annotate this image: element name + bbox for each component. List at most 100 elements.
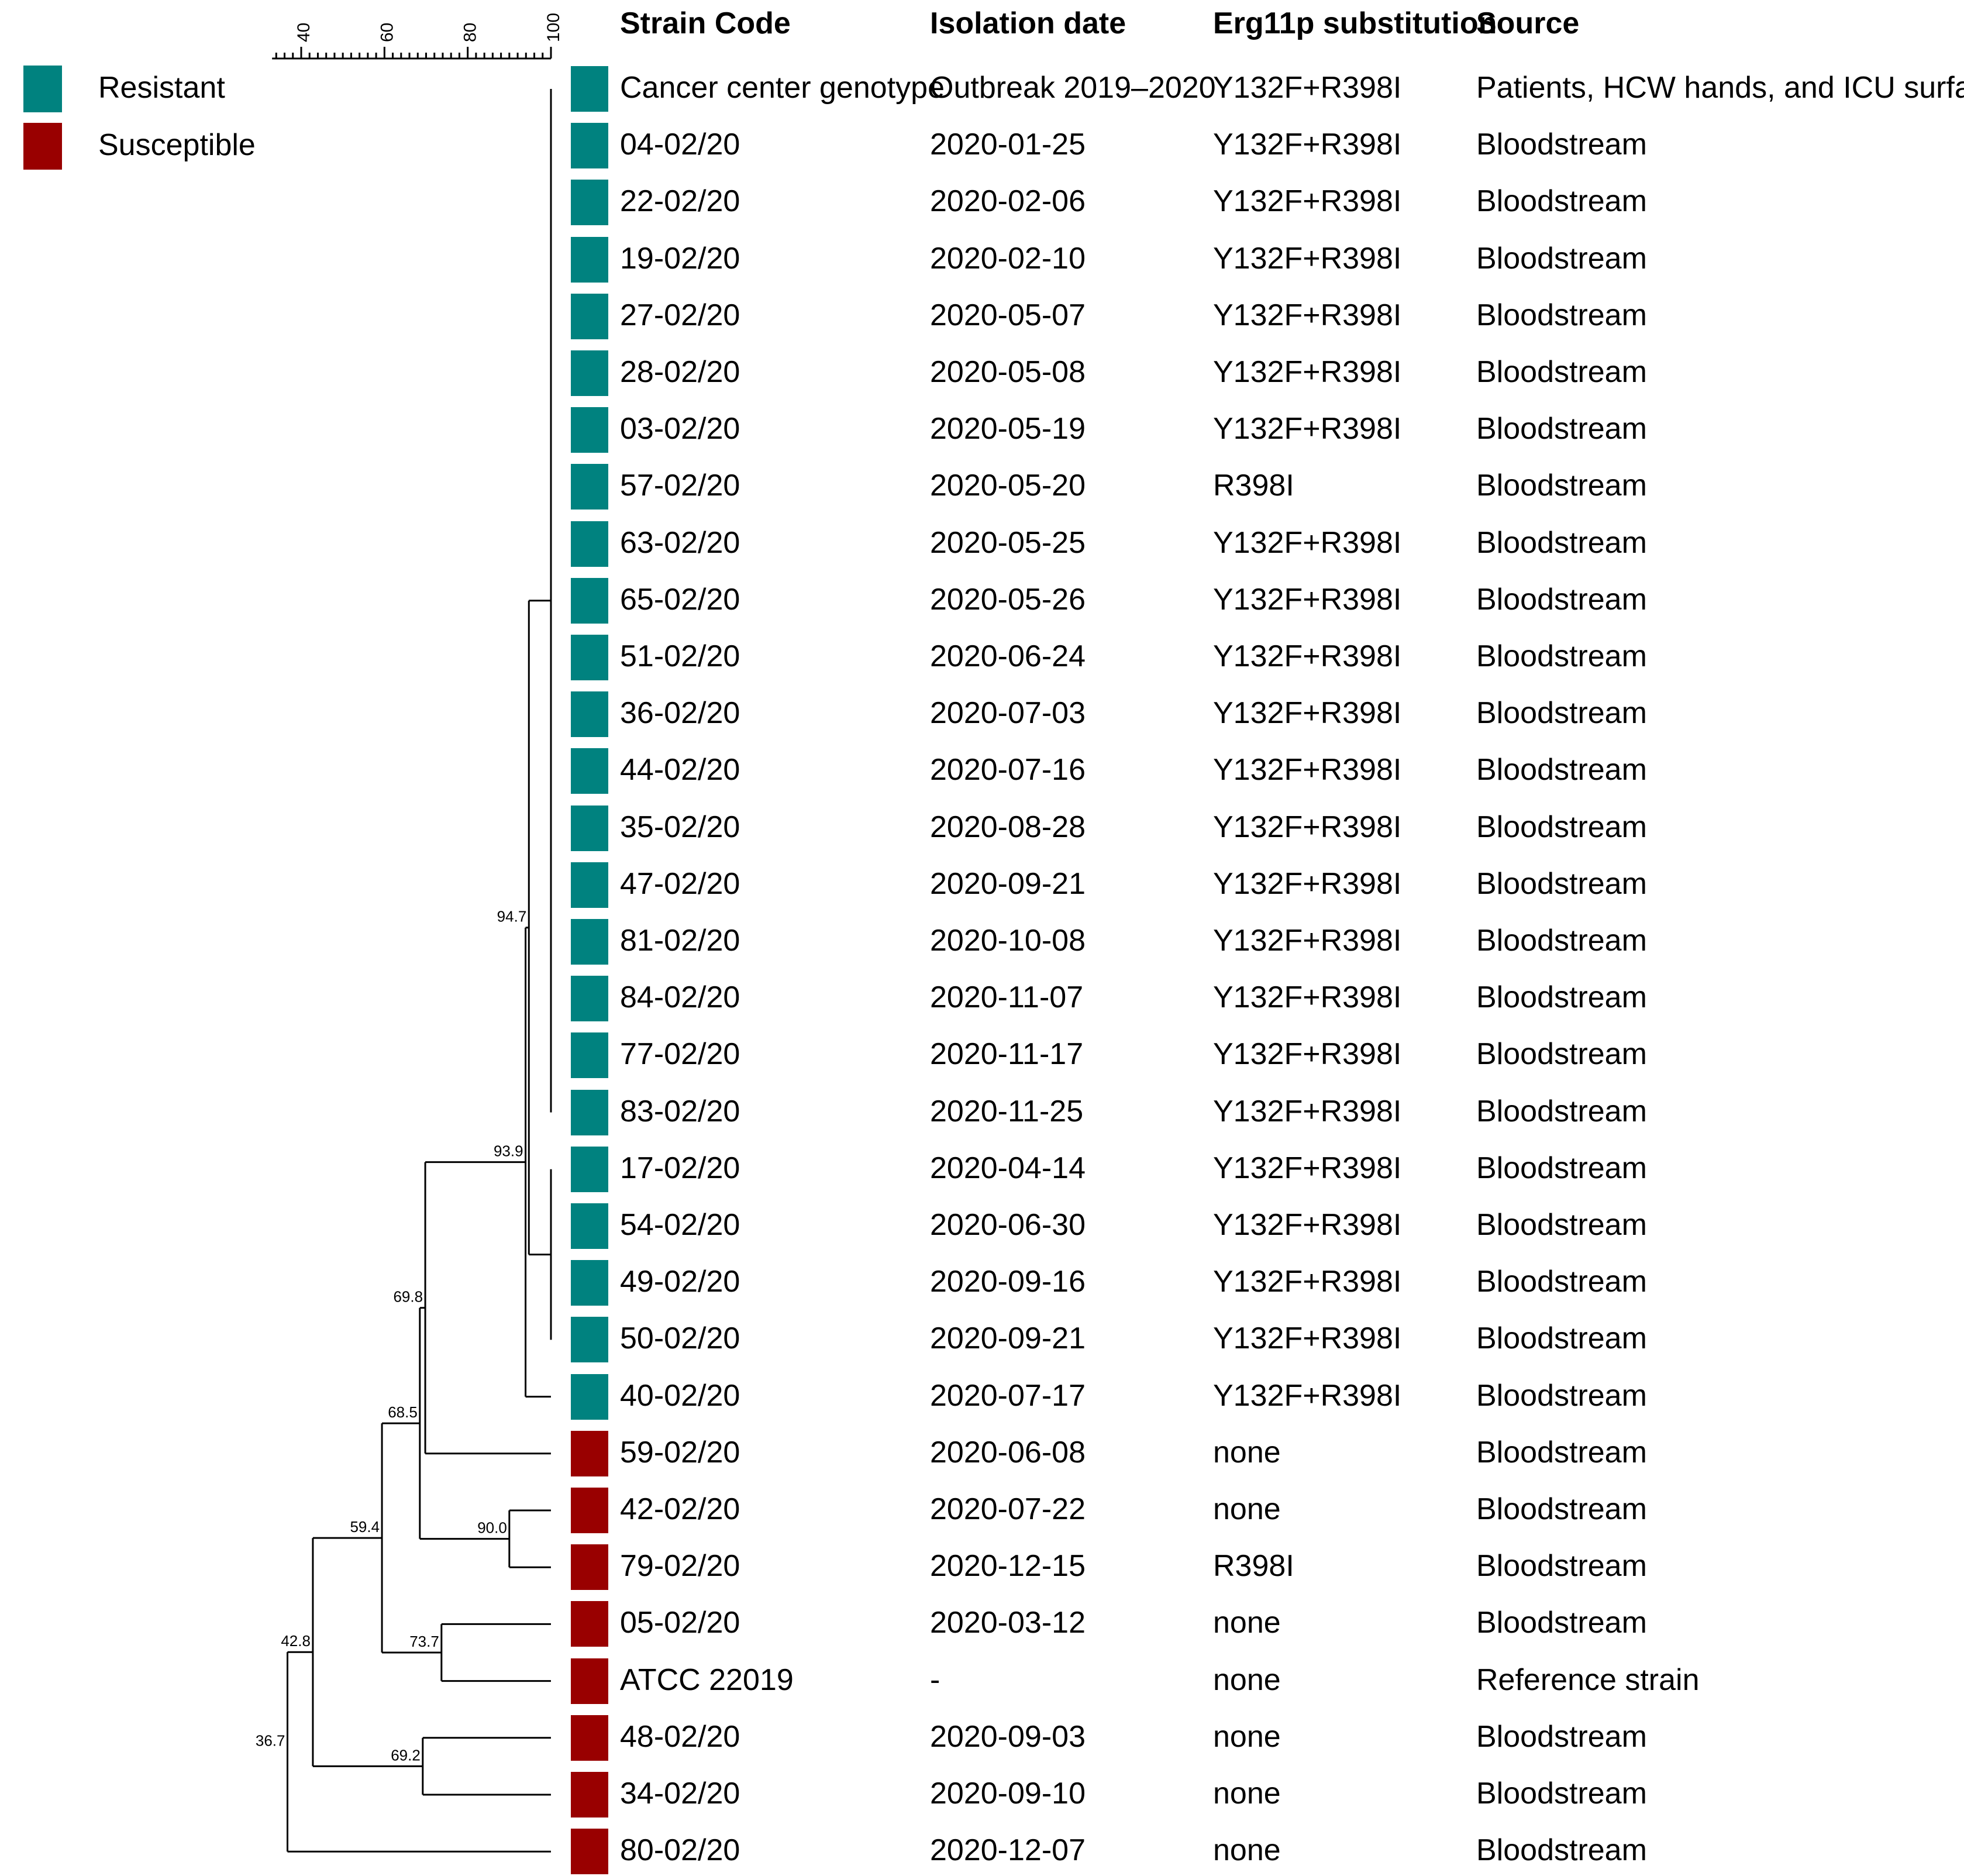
cell-strain-code: 05-02/20 [620,1606,740,1640]
cell-erg11p-substitution: Y132F+R398I [1213,582,1402,617]
cell-erg11p-substitution: none [1213,1435,1281,1469]
legend-swatch-susceptible [23,123,62,170]
cell-strain-code: Cancer center genotype [620,71,945,105]
scale-tick-label: 100 [544,13,561,42]
cell-strain-code: 57-02/20 [620,469,740,503]
cell-erg11p-substitution: Y132F+R398I [1213,1208,1402,1242]
node-similarity-label: 59.4 [350,1518,380,1536]
phenotype-swatch [571,1601,608,1647]
cell-strain-code: 51-02/20 [620,639,740,673]
phenotype-swatch [571,862,608,908]
cell-erg11p-substitution: none [1213,1662,1281,1697]
cell-strain-code: 65-02/20 [620,582,740,617]
cell-source: Bloodstream [1476,1321,1647,1356]
phenotype-swatch [571,123,608,169]
phenotype-swatch [571,1374,608,1420]
cell-strain-code: 28-02/20 [620,355,740,389]
cell-erg11p-substitution: none [1213,1719,1281,1754]
cell-source: Bloodstream [1476,1549,1647,1584]
cell-source: Bloodstream [1476,184,1647,219]
scale-tick-label: 80 [461,23,480,42]
cell-strain-code: 83-02/20 [620,1094,740,1128]
cell-isolation-date: 2020-12-07 [930,1833,1086,1868]
cell-source: Bloodstream [1476,1777,1647,1810]
cell-strain-code: 40-02/20 [620,1378,740,1413]
cell-isolation-date: 2020-09-16 [930,1265,1086,1299]
cell-isolation-date: 2020-02-06 [930,184,1086,219]
cell-source: Bloodstream [1476,582,1647,617]
cell-isolation-date: 2020-05-26 [930,582,1086,617]
phenotype-swatch [571,577,608,624]
cell-isolation-date: 2020-11-17 [930,1037,1084,1072]
phenotype-swatch [571,1658,608,1704]
cell-isolation-date: 2020-05-19 [930,412,1086,446]
phenotype-swatch [571,66,608,112]
cell-isolation-date: 2020-07-17 [930,1378,1086,1413]
phenotype-swatch [571,1544,608,1591]
phenotype-swatch [571,1089,608,1135]
cell-source: Bloodstream [1476,810,1647,844]
cell-source: Bloodstream [1476,1435,1647,1469]
cell-strain-code: 34-02/20 [620,1777,740,1810]
cell-isolation-date: 2020-01-25 [930,128,1086,162]
cell-source: Bloodstream [1476,1719,1647,1754]
phenotype-swatch [571,691,608,738]
header-source: Source [1476,6,1580,40]
cell-strain-code: 04-02/20 [620,128,740,162]
cell-source: Bloodstream [1476,525,1647,560]
cell-source: Bloodstream [1476,1208,1647,1242]
cell-isolation-date: Outbreak 2019–2020 [930,71,1216,105]
cell-erg11p-substitution: none [1213,1833,1281,1868]
cell-erg11p-substitution: Y132F+R398I [1213,298,1402,332]
phenotype-swatch [571,1772,608,1818]
cell-erg11p-substitution: none [1213,1777,1281,1810]
cell-erg11p-substitution: Y132F+R398I [1213,355,1402,389]
cell-erg11p-substitution: Y132F+R398I [1213,696,1402,731]
cell-erg11p-substitution: Y132F+R398I [1213,71,1402,105]
phenotype-swatch [571,805,608,851]
cell-isolation-date: 2020-06-30 [930,1208,1086,1242]
phenotype-swatch [571,1430,608,1476]
cell-isolation-date: 2020-06-08 [930,1435,1086,1469]
node-similarity-label: 69.8 [393,1288,423,1306]
phenotype-swatch [571,1146,608,1192]
cell-erg11p-substitution: none [1213,1606,1281,1640]
node-similarity-label: 36.7 [256,1732,285,1750]
cell-strain-code: 79-02/20 [620,1549,740,1584]
cell-source: Bloodstream [1476,1833,1647,1868]
cell-isolation-date: 2020-07-22 [930,1492,1086,1526]
cell-strain-code: 42-02/20 [620,1492,740,1526]
cell-source: Bloodstream [1476,696,1647,731]
cell-erg11p-substitution: Y132F+R398I [1213,980,1402,1015]
cell-strain-code: 59-02/20 [620,1435,740,1469]
phenotype-swatch [571,180,608,226]
cell-isolation-date: 2020-05-25 [930,525,1086,560]
phenotype-swatch [571,1715,608,1761]
cell-source: Bloodstream [1476,412,1647,446]
legend-swatch-resistant [23,66,62,112]
cell-isolation-date: - [930,1662,940,1697]
cell-source: Bloodstream [1476,469,1647,503]
cell-isolation-date: 2020-04-14 [930,1151,1086,1185]
cell-strain-code: 50-02/20 [620,1321,740,1356]
phenotype-swatch [571,521,608,567]
cell-isolation-date: 2020-02-10 [930,241,1086,276]
cell-source: Bloodstream [1476,355,1647,389]
phenotype-swatch [571,293,608,339]
cell-strain-code: 47-02/20 [620,866,740,901]
node-similarity-label: 94.7 [497,908,527,925]
legend-label-susceptible: Susceptible [98,128,256,162]
node-similarity-label: 73.7 [409,1633,439,1650]
header-isolation-date: Isolation date [930,6,1126,40]
cell-erg11p-substitution: Y132F+R398I [1213,412,1402,446]
phenotype-swatch [571,464,608,510]
cell-erg11p-substitution: Y132F+R398I [1213,128,1402,162]
cell-isolation-date: 2020-09-03 [930,1719,1086,1754]
node-similarity-label: 42.8 [281,1632,311,1650]
phenotype-swatch [571,1032,608,1079]
cell-strain-code: 35-02/20 [620,810,740,844]
scale-tick-label: 40 [294,23,313,42]
legend-label-resistant: Resistant [98,71,225,105]
cell-source: Bloodstream [1476,753,1647,787]
cell-erg11p-substitution: Y132F+R398I [1213,525,1402,560]
